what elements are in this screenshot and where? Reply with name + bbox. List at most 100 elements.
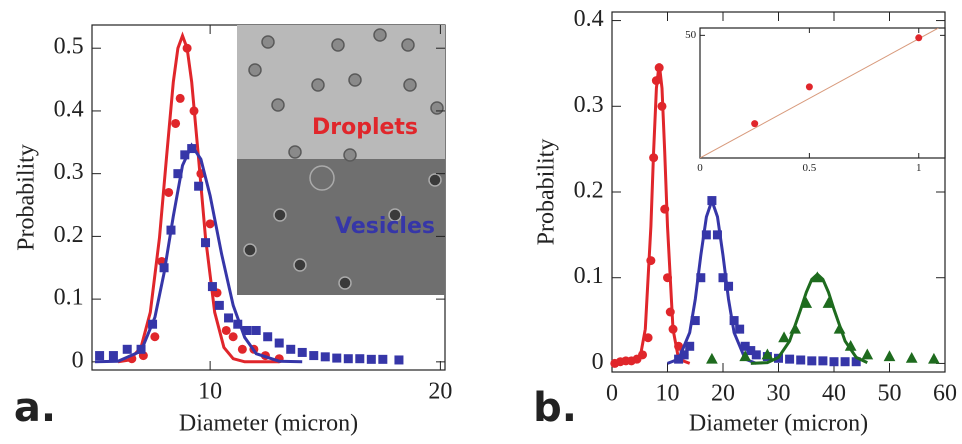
marker xyxy=(861,348,874,360)
marker xyxy=(746,346,756,356)
fit-line xyxy=(628,63,691,365)
marker xyxy=(818,356,828,366)
y-tick-label: 0.1 xyxy=(574,263,604,289)
marker xyxy=(778,331,790,343)
marker xyxy=(724,281,734,291)
marker xyxy=(701,230,711,240)
y-tick-label: 0.2 xyxy=(574,178,604,204)
fit-line xyxy=(94,142,303,364)
fit-line xyxy=(700,28,939,158)
marker xyxy=(164,187,174,197)
marker xyxy=(883,350,896,362)
marker xyxy=(242,325,252,335)
marker xyxy=(286,344,296,354)
fit-line xyxy=(750,272,868,365)
fit-line xyxy=(666,195,757,365)
y-tick-label: 0.2 xyxy=(54,222,84,248)
marker xyxy=(712,230,722,240)
marker xyxy=(751,350,761,360)
marker xyxy=(173,169,183,179)
marker xyxy=(228,332,238,342)
micrograph xyxy=(237,25,445,295)
fit-line xyxy=(117,31,280,364)
marker xyxy=(718,273,728,283)
marker xyxy=(685,341,695,351)
marker xyxy=(829,357,839,367)
x-tick-label: 20 xyxy=(711,380,735,406)
x-tick-label: 10 xyxy=(656,380,680,406)
plot-frame xyxy=(699,27,946,159)
x-tick-label: 0 xyxy=(606,380,618,406)
y-tick-label: 0.5 xyxy=(54,34,84,60)
droplets-label: Droplets xyxy=(312,115,418,140)
marker xyxy=(201,238,211,248)
marker xyxy=(706,352,718,364)
marker xyxy=(844,339,857,351)
chart: 10 20 0 0.1 0.2 0.3 0.4 0.5 Diameter (micron) Pro… xyxy=(14,25,452,437)
y-tick-label: 0.3 xyxy=(54,159,84,185)
marker xyxy=(366,354,376,364)
y-tick-label: 0 xyxy=(592,349,604,375)
marker xyxy=(394,355,404,365)
x-tick-label: 30 xyxy=(767,380,791,406)
y-axis-label: Probability xyxy=(534,139,560,246)
x-tick-label: 50 xyxy=(878,380,902,406)
vesicles-label: Vesicles xyxy=(335,214,435,239)
marker xyxy=(180,150,190,160)
marker xyxy=(840,357,850,367)
marker xyxy=(928,352,940,364)
x-tick-label: 60 xyxy=(933,380,957,406)
x-tick-label: 20 xyxy=(428,378,452,404)
marker xyxy=(251,325,261,335)
marker xyxy=(343,354,353,364)
marker xyxy=(751,120,759,128)
marker xyxy=(320,352,330,362)
marker xyxy=(915,34,923,42)
marker xyxy=(332,353,342,363)
marker xyxy=(679,350,689,360)
marker xyxy=(851,357,861,367)
marker xyxy=(205,219,215,229)
x-tick-label: 10 xyxy=(198,378,222,404)
marker xyxy=(309,351,319,361)
y-tick-label: 50 xyxy=(685,29,697,41)
marker xyxy=(785,354,795,364)
y-tick-label: 0.4 xyxy=(54,96,84,122)
y-tick-label: 0 xyxy=(72,347,84,373)
marker xyxy=(175,93,185,103)
marker xyxy=(690,316,700,326)
marker xyxy=(378,354,388,364)
marker xyxy=(643,333,653,343)
marker xyxy=(237,344,247,354)
marker xyxy=(796,355,806,365)
marker xyxy=(740,341,750,351)
x-axis-label: Diameter (micron) xyxy=(689,411,868,437)
marker xyxy=(729,316,739,326)
y-axis-label: Probability xyxy=(14,144,40,251)
marker xyxy=(214,300,224,310)
marker xyxy=(171,118,181,128)
marker xyxy=(805,83,813,91)
marker xyxy=(761,348,774,360)
x-tick-label: 0.5 xyxy=(803,162,817,174)
marker xyxy=(905,351,918,363)
marker xyxy=(696,273,706,283)
marker xyxy=(297,347,307,357)
marker xyxy=(108,351,118,361)
panel-label: a. xyxy=(14,385,56,431)
marker xyxy=(263,332,273,342)
marker xyxy=(807,356,817,366)
marker xyxy=(233,319,243,329)
marker xyxy=(274,338,284,348)
marker xyxy=(811,271,824,283)
marker xyxy=(221,325,231,335)
marker xyxy=(95,351,105,361)
micrograph-vesicles xyxy=(237,159,445,295)
x-tick-label: 0 xyxy=(697,162,703,174)
marker xyxy=(355,354,365,364)
y-tick-label: 0.3 xyxy=(574,92,604,118)
y-tick-label: 0.1 xyxy=(54,285,84,311)
x-tick-label: 1 xyxy=(916,162,922,174)
panel-label: b. xyxy=(533,385,577,431)
